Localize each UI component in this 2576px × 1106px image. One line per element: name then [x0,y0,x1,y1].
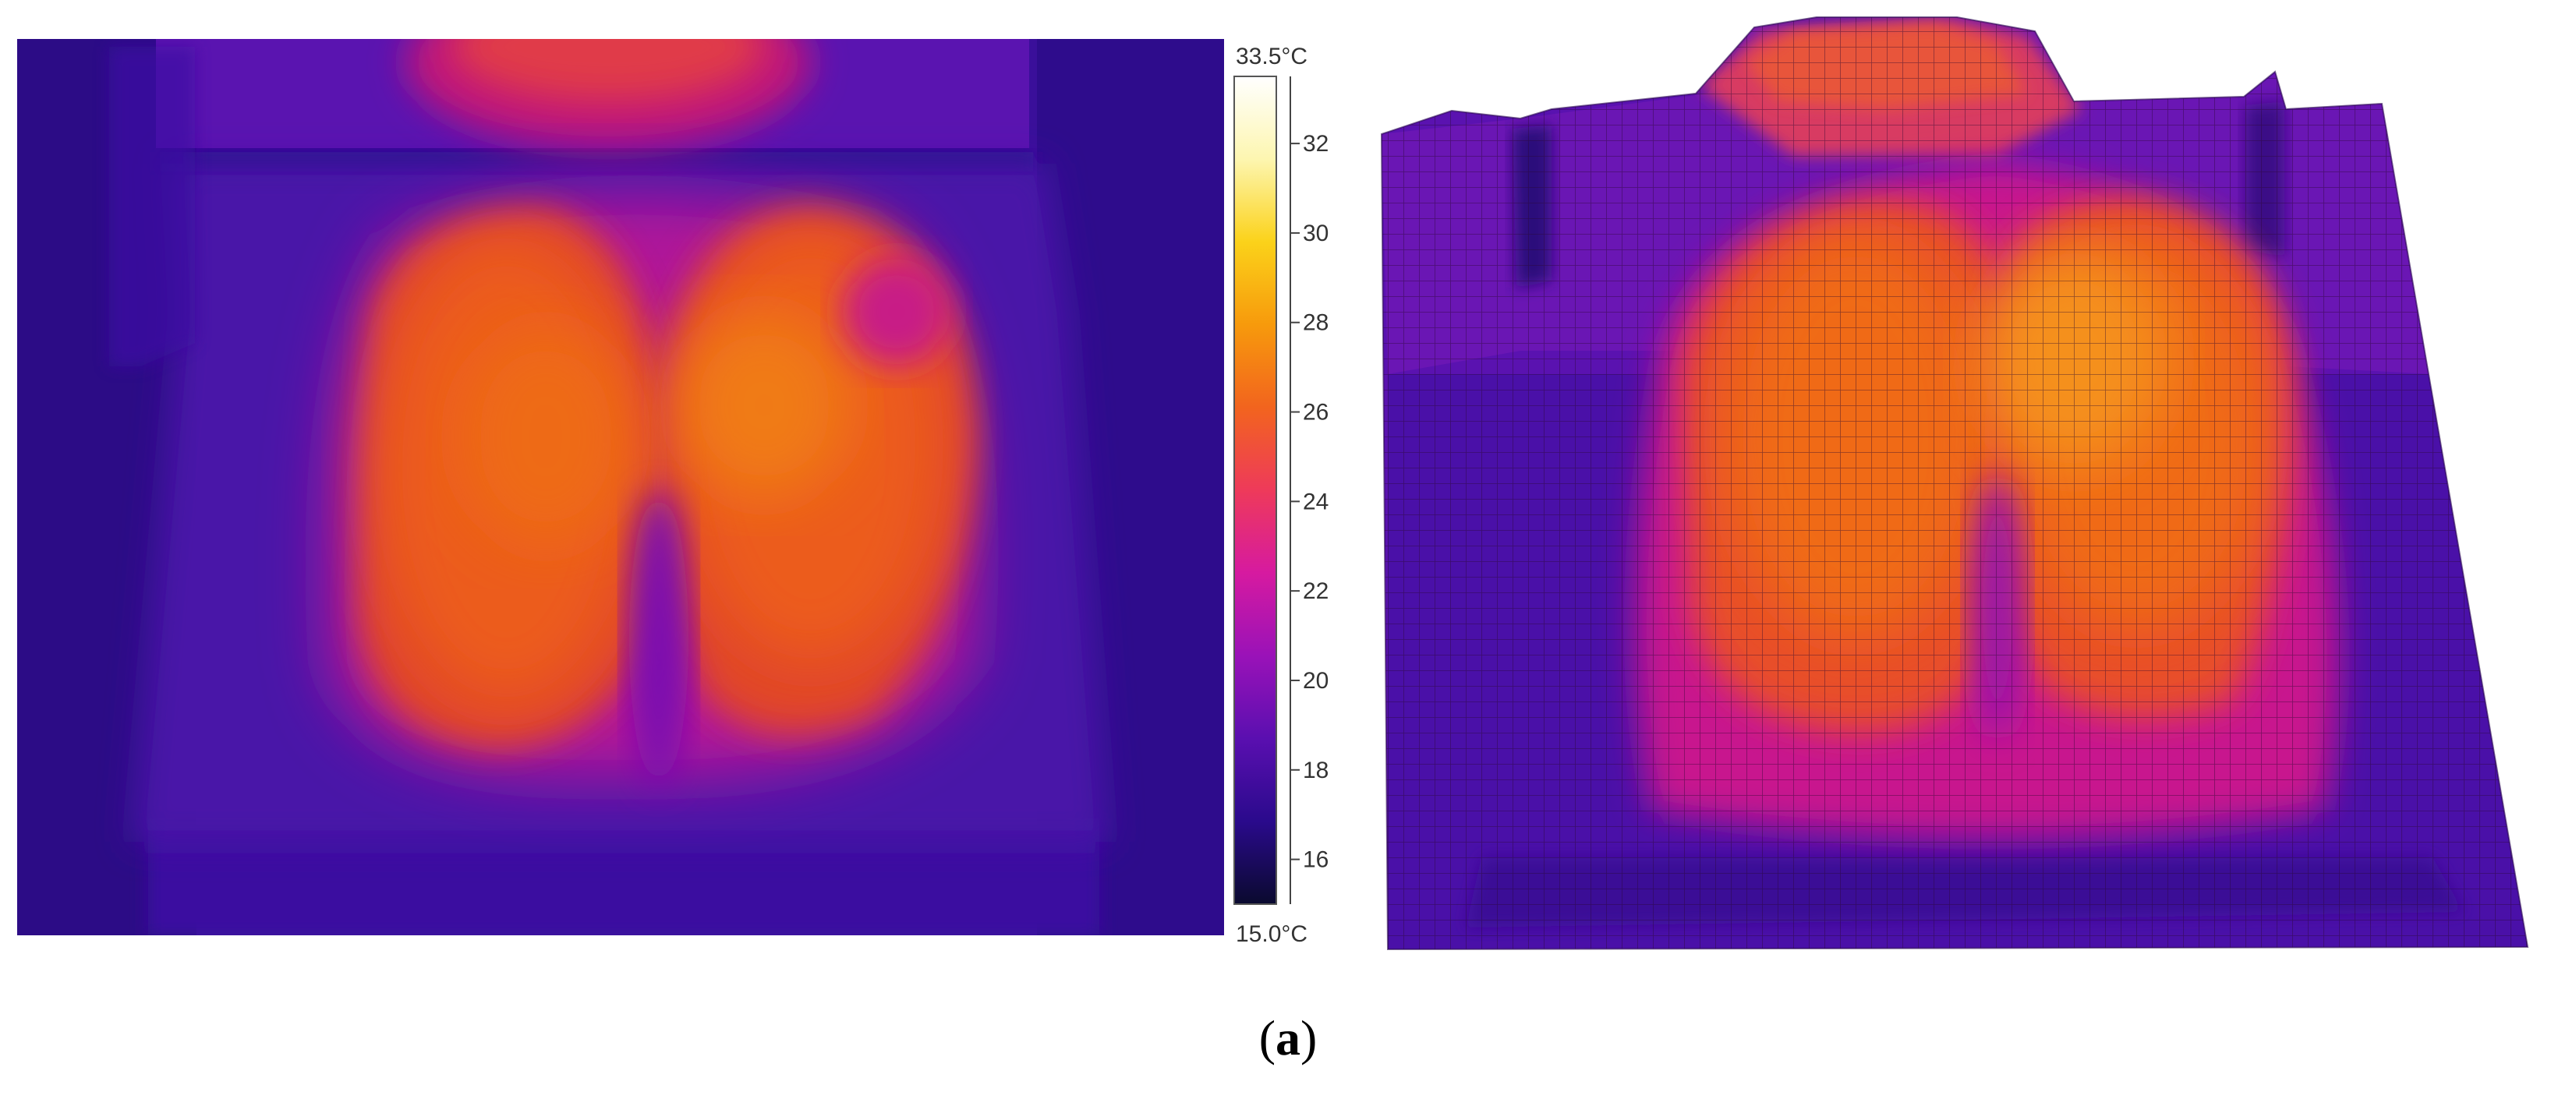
colorbar-tick-label-16: 16 [1303,847,1329,873]
colorbar-tick-label-28: 28 [1303,310,1329,336]
colorbar: 16 18 20 22 24 26 28 30 32 33.5°C 15.0°C [1233,44,1329,947]
surface-outline [1380,16,2529,951]
colorbar-tick-label-18: 18 [1303,758,1329,783]
thermal-surface-3d [1382,17,2528,949]
colorbar-max-label: 33.5°C [1236,44,1307,69]
colorbar-tick-label-20: 20 [1303,668,1329,694]
colorbar-tick-label-30: 30 [1303,221,1329,246]
colorbar-tick-label-24: 24 [1303,489,1329,514]
colorbar-tick-label-22: 22 [1303,578,1329,604]
panel-caption: (a) [0,1013,2576,1063]
colorbar-gradient [1233,76,1277,905]
thermal-image-2d [17,39,1224,935]
caption-close: ) [1300,1010,1318,1065]
colorbar-ticks: 16 18 20 22 24 26 28 30 32 [1290,131,1329,873]
colorbar-tick-label-26: 26 [1303,400,1329,426]
caption-letter: a [1276,1010,1300,1065]
colorbar-min-label: 15.0°C [1236,921,1307,947]
caption-open: ( [1258,1010,1276,1065]
colorbar-tick-label-32: 32 [1303,131,1329,157]
